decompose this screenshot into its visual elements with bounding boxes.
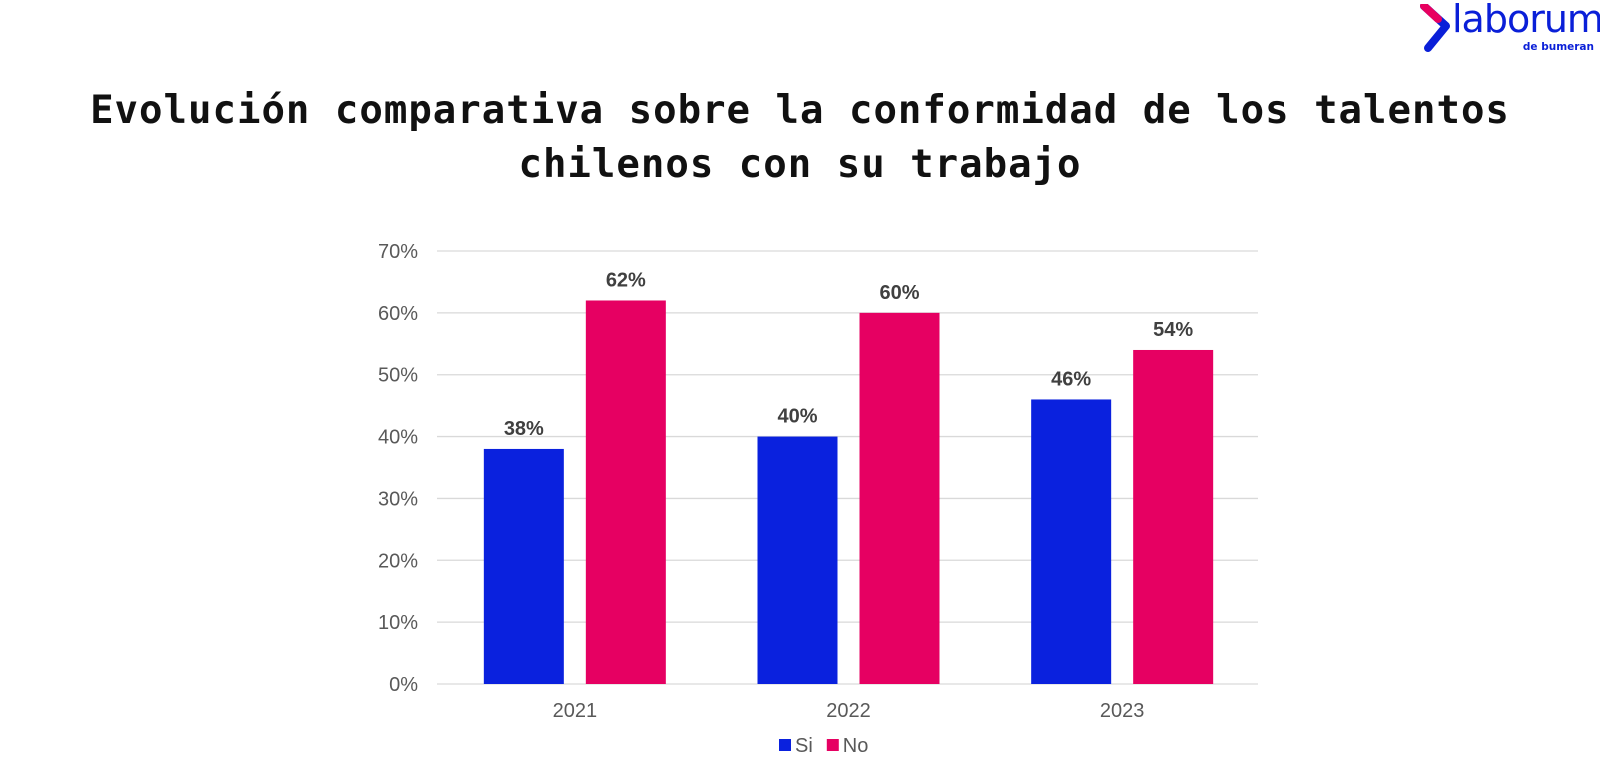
bar-si-2021	[483, 448, 564, 684]
data-label: 38%	[504, 418, 544, 440]
data-label: 62%	[606, 269, 646, 291]
x-tick-label: 2022	[826, 700, 871, 722]
data-label: 60%	[879, 282, 919, 304]
legend-label-no: No	[843, 735, 869, 757]
data-label: 40%	[777, 406, 817, 428]
data-label: 54%	[1153, 319, 1193, 341]
gridlines	[437, 250, 1258, 685]
y-tick-label: 60%	[378, 303, 418, 325]
y-axis-ticks: 0% 10% 20% 30% 40% 50% 60% 70%	[378, 241, 418, 696]
legend: Si No	[779, 735, 868, 757]
bar-si-2023	[1031, 399, 1112, 684]
x-axis-ticks: 2021 2022 2023	[553, 700, 1145, 722]
x-tick-label: 2023	[1100, 700, 1145, 722]
y-tick-label: 10%	[378, 612, 418, 634]
bar-no-2022	[859, 312, 940, 684]
data-label: 46%	[1051, 368, 1091, 390]
legend-swatch-si	[779, 739, 791, 751]
y-tick-label: 0%	[389, 674, 418, 696]
y-tick-label: 70%	[378, 241, 418, 263]
y-tick-label: 30%	[378, 488, 418, 510]
x-tick-label: 2021	[553, 700, 598, 722]
data-labels: 38% 62% 40% 60% 46% 54%	[504, 269, 1194, 439]
y-tick-label: 40%	[378, 427, 418, 449]
legend-swatch-no	[826, 739, 839, 751]
legend-label-si: Si	[795, 735, 813, 757]
laborum-chevron-icon	[1420, 4, 1450, 52]
bar-no-2021	[585, 300, 666, 684]
logo-subtext: de bumeran	[1522, 41, 1594, 53]
y-tick-label: 50%	[378, 365, 418, 387]
chart-title: Evolución comparativa sobre la conformid…	[90, 88, 1510, 187]
bars	[483, 300, 1214, 684]
laborum-logo: laborum de bumeran	[1420, 0, 1600, 56]
bar-no-2023	[1133, 349, 1214, 684]
logo-wordmark: laborum	[1452, 0, 1600, 41]
bar-si-2022	[757, 436, 838, 684]
y-tick-label: 20%	[378, 550, 418, 572]
